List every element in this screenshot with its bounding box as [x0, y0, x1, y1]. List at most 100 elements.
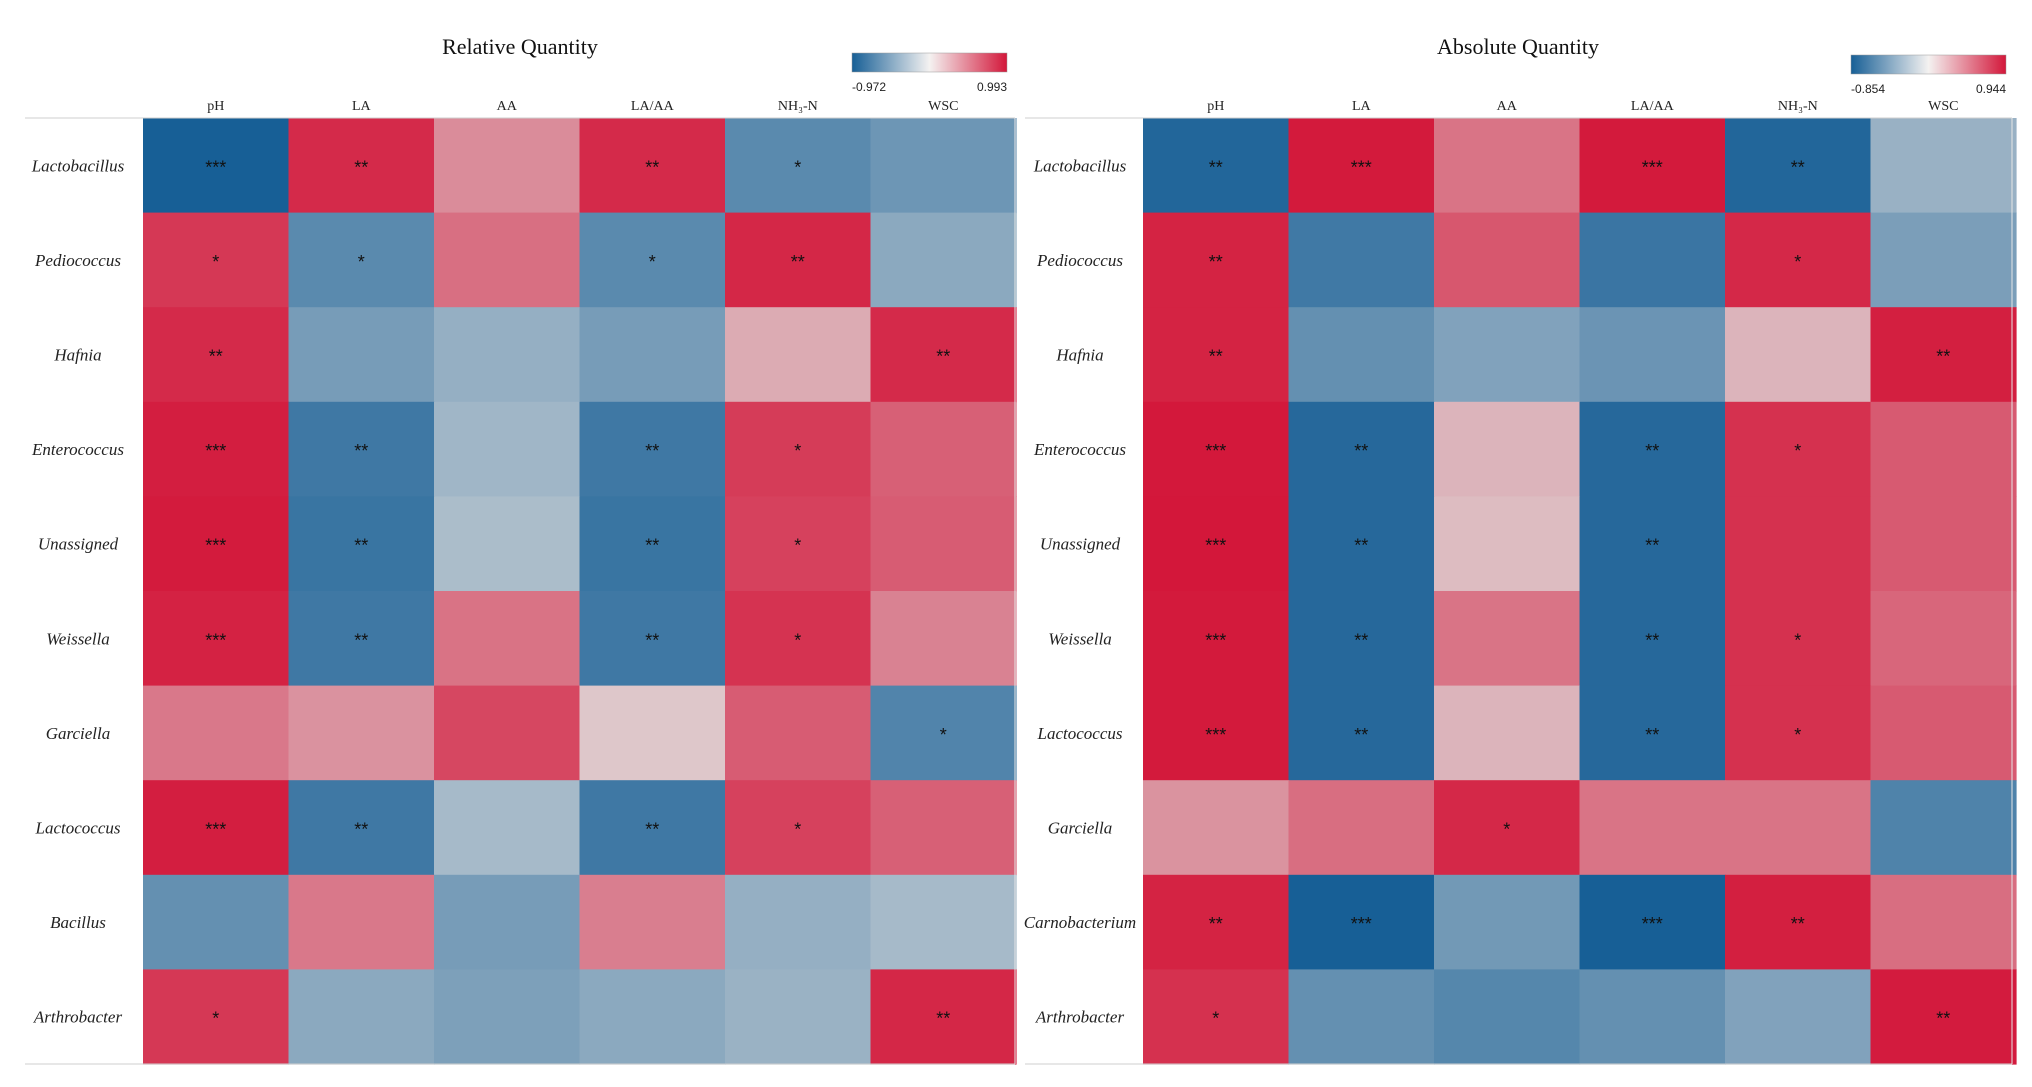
absolute-quantity-cell-lactococcus-la-aa [1579, 685, 1726, 781]
absolute-quantity-cell-carnobacterium-nh-n [1725, 874, 1872, 970]
absolute-quantity-row-label-arthrobacter: Arthrobacter [1035, 1008, 1125, 1027]
absolute-quantity-significance-enterococcus-la: ** [1354, 441, 1368, 461]
relative-quantity-row-label-lactobacillus: Lactobacillus [31, 156, 125, 175]
absolute-quantity-row-label-garciella: Garciella [1048, 819, 1113, 838]
absolute-quantity-cell-enterococcus-wsc [1870, 401, 2017, 497]
relative-quantity-cell-weissella-la-aa [579, 591, 726, 687]
relative-quantity-significance-lactococcus-la: ** [354, 820, 368, 840]
relative-quantity-cell-enterococcus-wsc [870, 401, 1017, 497]
relative-quantity-cell-weissella-aa [434, 591, 581, 687]
relative-quantity-cell-bacillus-nh-n [725, 874, 872, 970]
absolute-quantity-cell-lactobacillus-aa [1434, 118, 1581, 214]
relative-quantity-cell-arthrobacter-nh-n [725, 969, 872, 1065]
absolute-quantity-panel: Absolute Quantity -0.854 0.944 pH LA AA LA/… [1024, 34, 2017, 1065]
absolute-quantity-significance-pediococcus-ph: ** [1209, 252, 1223, 272]
absolute-quantity-cell-arthrobacter-la [1288, 969, 1435, 1065]
absolute-quantity-cell-enterococcus-aa [1434, 401, 1581, 497]
relative-quantity-cells [143, 118, 1017, 1065]
relative-quantity-significance-weissella-nh-n: * [794, 630, 801, 650]
relative-quantity-significance-pediococcus-nh-n: ** [791, 252, 805, 272]
absolute-quantity-title: Absolute Quantity [1437, 34, 1599, 59]
relative-quantity-significance-lactobacillus-la: ** [354, 157, 368, 177]
absolute-quantity-cell-unassigned-la-aa [1579, 496, 1726, 592]
absolute-quantity-cell-weissella-la [1288, 591, 1435, 687]
absolute-quantity-cell-weissella-wsc [1870, 591, 2017, 687]
absolute-quantity-cell-unassigned-wsc [1870, 496, 2017, 592]
relative-quantity-significance-enterococcus-la-aa: ** [645, 441, 659, 461]
relative-quantity-cell-garciella-la-aa [579, 685, 726, 781]
relative-quantity-row-label-bacillus: Bacillus [50, 913, 106, 932]
absolute-quantity-significance-weissella-la-aa: ** [1645, 630, 1659, 650]
absolute-quantity-row-label-lactobacillus: Lactobacillus [1033, 156, 1127, 175]
relative-quantity-cell-pediococcus-aa [434, 212, 581, 308]
relative-quantity-significance-hafnia-wsc: ** [936, 347, 950, 367]
relative-quantity-cell-enterococcus-la [288, 401, 435, 497]
relative-quantity-significance-weissella-ph: *** [205, 630, 226, 650]
absolute-quantity-column-label-wsc: WSC [1928, 99, 1958, 114]
relative-quantity-significance-weissella-la-aa: ** [645, 630, 659, 650]
relative-quantity-column-label-aa: AA [497, 99, 518, 114]
relative-quantity-row-label-pediococcus: Pediococcus [34, 251, 121, 270]
relative-quantity-row-labels: Lactobacillus Pediococcus Hafnia Enterococc… [31, 156, 125, 1026]
relative-quantity-cell-lactobacillus-aa [434, 118, 581, 214]
absolute-quantity-cell-hafnia-aa [1434, 307, 1581, 403]
relative-quantity-cell-enterococcus-ph [143, 401, 290, 497]
relative-quantity-row-label-hafnia: Hafnia [53, 346, 101, 365]
relative-quantity-row-label-unassigned: Unassigned [38, 535, 119, 554]
absolute-quantity-cell-garciella-wsc [1870, 780, 2017, 876]
relative-quantity-significance-enterococcus-ph: *** [205, 441, 226, 461]
absolute-quantity-cell-lactococcus-nh-n [1725, 685, 1872, 781]
absolute-quantity-cell-pediococcus-ph [1143, 212, 1290, 308]
absolute-quantity-cell-hafnia-la-aa [1579, 307, 1726, 403]
relative-quantity-cell-garciella-wsc [870, 685, 1017, 781]
relative-quantity-significance-garciella-wsc: * [940, 725, 947, 745]
absolute-quantity-significance-pediococcus-nh-n: * [1794, 252, 1801, 272]
absolute-quantity-cell-garciella-la-aa [1579, 780, 1726, 876]
relative-quantity-cell-lactobacillus-nh-n [725, 118, 872, 214]
absolute-quantity-cell-weissella-la-aa [1579, 591, 1726, 687]
relative-quantity-cell-hafnia-la-aa [579, 307, 726, 403]
relative-quantity-cell-hafnia-wsc [870, 307, 1017, 403]
relative-quantity-column-labels: pH LA AA LA/AA NH₃-N WSC [207, 99, 958, 114]
relative-quantity-significance-unassigned-ph: *** [205, 536, 226, 556]
absolute-quantity-cell-lactococcus-wsc [1870, 685, 2017, 781]
relative-quantity-cell-hafnia-ph [143, 307, 290, 403]
absolute-quantity-cell-weissella-nh-n [1725, 591, 1872, 687]
absolute-quantity-significance-lactobacillus-ph: ** [1209, 157, 1223, 177]
absolute-quantity-cell-lactobacillus-nh-n [1725, 118, 1872, 214]
absolute-quantity-column-labels: pH LA AA LA/AA NH₃-N WSC [1207, 99, 1958, 114]
absolute-quantity-significance-arthrobacter-ph: * [1212, 1009, 1219, 1029]
relative-quantity-cell-unassigned-la-aa [579, 496, 726, 592]
absolute-quantity-colorbar: -0.854 0.944 [1850, 54, 2006, 96]
relative-quantity-cell-hafnia-aa [434, 307, 581, 403]
relative-quantity-significance-labels: *** ** ** ** * * **** ***** ** ** **** ** ** **** ** **… [205, 157, 950, 1028]
relative-quantity-cell-garciella-ph [143, 685, 290, 781]
relative-quantity-cell-arthrobacter-wsc [870, 969, 1017, 1065]
relative-quantity-cell-pediococcus-la [288, 212, 435, 308]
relative-quantity-cell-bacillus-ph [143, 874, 290, 970]
absolute-quantity-cell-weissella-aa [1434, 591, 1581, 687]
relative-quantity-column-label-la-aa: LA/AA [631, 99, 675, 114]
absolute-quantity-column-label-nh-n: NH₃-N [1778, 99, 1818, 114]
relative-quantity-cell-enterococcus-nh-n [725, 401, 872, 497]
relative-quantity-cell-garciella-nh-n [725, 685, 872, 781]
relative-quantity-panel: Relative Quantity -0.972 0.993 pH LA AA LA/… [25, 34, 1017, 1065]
absolute-quantity-cell-unassigned-aa [1434, 496, 1581, 592]
absolute-quantity-significance-enterococcus-la-aa: ** [1645, 441, 1659, 461]
relative-quantity-significance-arthrobacter-wsc: ** [936, 1009, 950, 1029]
absolute-quantity-cell-garciella-ph [1143, 780, 1290, 876]
absolute-quantity-cell-hafnia-ph [1143, 307, 1290, 403]
relative-quantity-significance-unassigned-la-aa: ** [645, 536, 659, 556]
absolute-quantity-significance-carnobacterium-nh-n: ** [1791, 914, 1805, 934]
absolute-quantity-significance-labels: ** *** *** **** *** ***** ** ** **** ** ***** ** ** *… [1205, 157, 1950, 1028]
absolute-quantity-cell-carnobacterium-ph [1143, 874, 1290, 970]
absolute-quantity-row-label-lactococcus: Lactococcus [1037, 724, 1123, 743]
relative-quantity-cell-lactococcus-la [288, 780, 435, 876]
relative-quantity-cell-arthrobacter-ph [143, 969, 290, 1065]
relative-quantity-column-label-nh-n: NH₃-N [778, 99, 818, 114]
absolute-quantity-cell-lactococcus-la [1288, 685, 1435, 781]
absolute-quantity-significance-carnobacterium-la: *** [1351, 914, 1372, 934]
absolute-quantity-cell-arthrobacter-nh-n [1725, 969, 1872, 1065]
relative-quantity-colorbar-min: -0.972 [852, 80, 886, 94]
absolute-quantity-cell-enterococcus-la-aa [1579, 401, 1726, 497]
